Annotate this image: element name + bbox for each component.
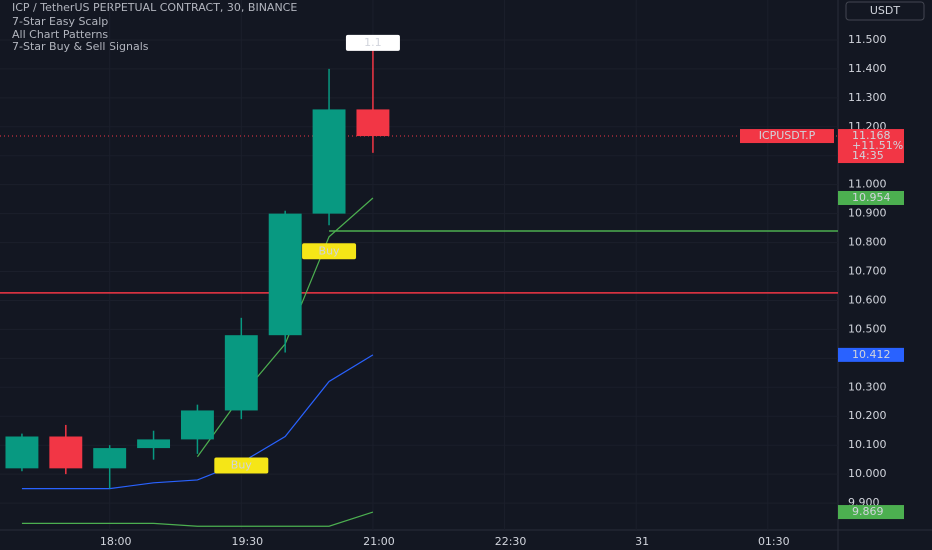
annotation-label: Buy xyxy=(319,244,341,257)
candle-body xyxy=(268,213,302,336)
x-tick-label: 31 xyxy=(635,535,649,548)
price-label: 9.869 xyxy=(852,505,884,518)
x-tick-label: 18:00 xyxy=(100,535,132,548)
indicator: 7-Star Easy Scalp xyxy=(12,15,108,28)
candle-body xyxy=(356,109,390,137)
symbol-label: ICPUSDT.P xyxy=(759,129,816,142)
indicator-line xyxy=(21,354,374,490)
indicator-line xyxy=(21,511,374,527)
price-label-box xyxy=(838,190,904,205)
y-tick-label: 10.200 xyxy=(848,409,887,422)
chart-title: ICP / TetherUS PERPETUAL CONTRACT, 30, B… xyxy=(12,1,297,14)
y-tick-label: 10.900 xyxy=(848,207,887,220)
price-label: 10.954 xyxy=(852,191,891,204)
y-tick-label: 10.700 xyxy=(848,265,887,278)
candle-body xyxy=(5,436,39,469)
annotation-box xyxy=(302,243,357,260)
current-price-label: 11.168 xyxy=(852,129,891,142)
annotation-label: Buy xyxy=(231,458,253,471)
annotation-box xyxy=(214,457,269,474)
price-label-box xyxy=(838,347,904,362)
y-tick-label: 10.100 xyxy=(848,438,887,451)
symbol-badge xyxy=(740,129,834,144)
x-tick-label: 19:30 xyxy=(231,535,263,548)
currency-button-label[interactable]: USDT xyxy=(870,4,901,17)
x-tick-label: 22:30 xyxy=(495,535,527,548)
y-tick-label: 10.500 xyxy=(848,322,887,335)
indicator: All Chart Patterns xyxy=(12,28,108,41)
price-label-box xyxy=(838,505,904,520)
price-label: 10.412 xyxy=(852,348,891,361)
current-change: +11.51% xyxy=(852,139,903,152)
indicator: 7-Star Buy & Sell Signals xyxy=(12,40,149,53)
y-tick-label: 10.800 xyxy=(848,236,887,249)
candle-body xyxy=(224,335,258,411)
currency-button[interactable] xyxy=(845,1,925,21)
y-tick-label: 10.300 xyxy=(848,380,887,393)
countdown: 14:35 xyxy=(852,149,884,162)
candle-body xyxy=(49,436,83,469)
annotation-label: 1.1 xyxy=(364,36,382,49)
candle-body xyxy=(180,410,214,440)
x-tick-label: 01:30 xyxy=(758,535,790,548)
y-tick-label: 11.500 xyxy=(848,33,887,46)
candle-body xyxy=(93,448,127,469)
annotation-box xyxy=(345,34,400,51)
x-tick-label: 21:00 xyxy=(363,535,395,548)
candle-body xyxy=(312,109,346,214)
candle-body xyxy=(137,439,171,449)
y-tick-label: 11.400 xyxy=(848,62,887,75)
price-axis-panel xyxy=(838,0,932,550)
y-tick-label: 10.600 xyxy=(848,293,887,306)
y-tick-label: 11.300 xyxy=(848,91,887,104)
y-tick-label: 10.000 xyxy=(848,467,887,480)
y-tick-label: 11.000 xyxy=(848,178,887,191)
current-price-box xyxy=(838,129,904,164)
